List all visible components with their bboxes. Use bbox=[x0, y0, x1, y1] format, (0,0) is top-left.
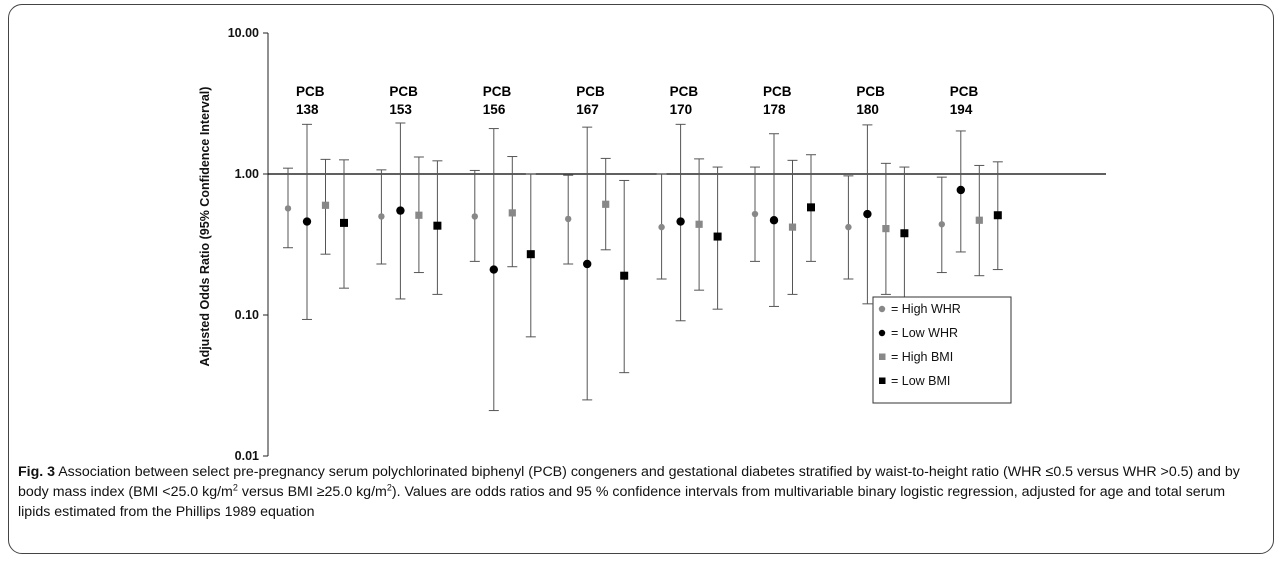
figure-frame bbox=[8, 4, 1274, 554]
data-point bbox=[583, 259, 592, 269]
category-label-line2: 167 bbox=[576, 102, 599, 117]
data-point bbox=[489, 265, 498, 274]
y-tick-label: 10.00 bbox=[228, 26, 259, 40]
legend-label: = High WHR bbox=[891, 302, 961, 316]
data-point bbox=[433, 221, 442, 230]
category-label-line1: PCB bbox=[763, 84, 792, 99]
category-label-line2: 194 bbox=[950, 102, 973, 117]
data-point bbox=[676, 217, 685, 226]
data-point bbox=[863, 209, 872, 219]
caption-text-1: Association between select pre-pregnancy… bbox=[18, 464, 1240, 500]
legend-box bbox=[872, 296, 1012, 404]
data-point bbox=[396, 206, 405, 215]
data-point bbox=[882, 224, 890, 233]
category-label-line1: PCB bbox=[950, 84, 979, 99]
data-point bbox=[938, 221, 945, 228]
data-point bbox=[751, 210, 759, 218]
legend-marker bbox=[879, 353, 886, 360]
y-tick-label: 1.00 bbox=[235, 167, 259, 181]
legend-marker bbox=[878, 305, 886, 313]
data-point bbox=[415, 211, 423, 219]
caption-text-3: ). Values are odds ratios and 95 % confi… bbox=[18, 484, 1226, 520]
data-point bbox=[340, 218, 348, 227]
caption-text-2: versus BMI ≥25.0 kg/m bbox=[237, 484, 387, 500]
category-label-line2: 153 bbox=[389, 102, 412, 117]
data-point bbox=[788, 223, 797, 231]
category-label-line1: PCB bbox=[576, 84, 605, 99]
category-label-line1: PCB bbox=[670, 84, 699, 99]
data-point bbox=[845, 223, 852, 231]
caption-sup-2: 2 bbox=[386, 482, 392, 493]
data-point bbox=[471, 213, 478, 220]
category-label-line2: 138 bbox=[296, 102, 319, 117]
caption-sup-1: 2 bbox=[232, 482, 238, 493]
chart-axes: 10.00 1.00 0.10 0.01 Adjusted Odds Ratio (95… bbox=[198, 26, 1106, 460]
category-label-line1: PCB bbox=[856, 84, 885, 99]
data-point bbox=[378, 213, 385, 220]
data-point bbox=[526, 250, 535, 259]
category-label-line2: 170 bbox=[670, 102, 693, 117]
data-point bbox=[508, 209, 516, 217]
chart-marks bbox=[283, 122, 1003, 412]
y-axis-title: Adjusted Odds Ratio (95% Confidence Inte… bbox=[198, 87, 212, 367]
data-point bbox=[321, 201, 330, 209]
data-point bbox=[658, 223, 665, 231]
category-label-line2: 180 bbox=[856, 102, 879, 117]
figure-caption: Fig. 3 Association between select pre-pr… bbox=[18, 462, 1258, 522]
data-point bbox=[956, 185, 965, 195]
legend-marker bbox=[878, 329, 886, 337]
category-label-line1: PCB bbox=[389, 84, 418, 99]
legend: = High WHR = Low WHR = High BMI = Low BMI bbox=[872, 296, 1012, 404]
y-tick-label: 0.10 bbox=[235, 308, 259, 322]
data-point bbox=[900, 229, 909, 238]
caption-label: Fig. 3 bbox=[18, 464, 56, 480]
data-point bbox=[620, 271, 629, 280]
data-point bbox=[713, 232, 722, 241]
data-point bbox=[695, 220, 703, 228]
data-point bbox=[769, 216, 779, 225]
y-tick-label: 0.01 bbox=[235, 449, 259, 460]
category-label-line2: 178 bbox=[763, 102, 786, 117]
chart: 10.00 1.00 0.10 0.01 Adjusted Odds Ratio (95… bbox=[198, 26, 1106, 460]
category-label-line1: PCB bbox=[296, 84, 325, 99]
category-label-line2: 156 bbox=[483, 102, 506, 117]
data-point bbox=[807, 203, 815, 212]
data-point bbox=[602, 200, 610, 208]
data-point bbox=[565, 215, 572, 223]
category-label-line1: PCB bbox=[483, 84, 512, 99]
data-point bbox=[975, 216, 983, 224]
data-point bbox=[302, 217, 312, 226]
legend-marker bbox=[879, 377, 886, 384]
legend-label: = Low BMI bbox=[891, 374, 950, 388]
legend-label: = High BMI bbox=[891, 350, 953, 364]
legend-label: = Low WHR bbox=[891, 326, 958, 340]
data-point bbox=[284, 205, 292, 212]
data-point bbox=[993, 211, 1002, 220]
